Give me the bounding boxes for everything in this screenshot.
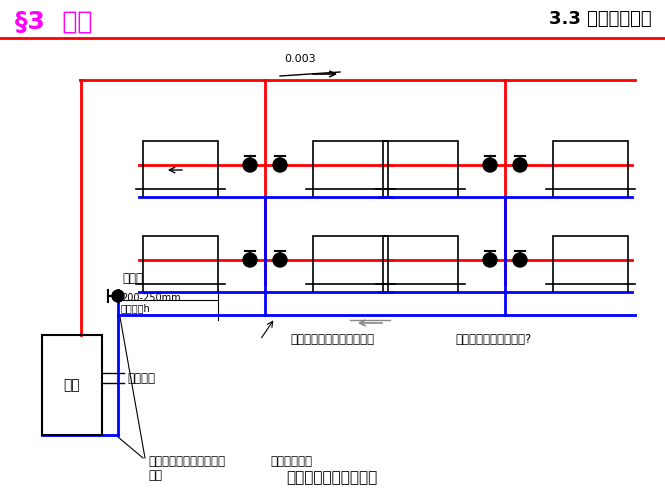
Text: 0.003: 0.003 bbox=[284, 54, 316, 64]
Text: 阻气: 阻气 bbox=[148, 469, 162, 482]
Circle shape bbox=[273, 253, 287, 267]
Bar bbox=[313, 141, 388, 189]
Text: 避免锅水倒灌: 避免锅水倒灌 bbox=[270, 455, 312, 468]
Bar bbox=[142, 141, 217, 189]
Bar bbox=[42, 335, 102, 435]
Bar bbox=[382, 141, 458, 189]
Circle shape bbox=[243, 158, 257, 172]
Text: 低压蒸汽重力回水系统: 低压蒸汽重力回水系统 bbox=[287, 470, 378, 485]
Circle shape bbox=[483, 158, 497, 172]
Bar bbox=[553, 141, 628, 189]
Text: 200-250mm: 200-250mm bbox=[121, 293, 181, 303]
Circle shape bbox=[112, 290, 124, 302]
Circle shape bbox=[273, 158, 287, 172]
Text: 湿式凝水管（重力满管）: 湿式凝水管（重力满管） bbox=[148, 455, 225, 468]
Text: 干式凝水管（重力非满管）: 干式凝水管（重力非满管） bbox=[290, 333, 374, 346]
Circle shape bbox=[513, 253, 527, 267]
Bar bbox=[313, 236, 388, 284]
Circle shape bbox=[243, 253, 257, 267]
Bar bbox=[382, 236, 458, 284]
Text: 问题：是否要设疏水器?: 问题：是否要设疏水器? bbox=[455, 333, 531, 346]
Text: §3  供暖: §3 供暖 bbox=[15, 10, 92, 34]
Text: 空气管: 空气管 bbox=[122, 272, 143, 285]
Bar bbox=[553, 236, 628, 284]
Text: 3.3 蒸汽供暖系统: 3.3 蒸汽供暖系统 bbox=[549, 10, 652, 28]
Text: 锅炉: 锅炉 bbox=[64, 378, 80, 392]
Text: 锅炉压力h: 锅炉压力h bbox=[121, 303, 151, 313]
Text: 锅筒水位: 锅筒水位 bbox=[127, 372, 155, 384]
Circle shape bbox=[513, 158, 527, 172]
Bar bbox=[142, 236, 217, 284]
Circle shape bbox=[483, 253, 497, 267]
